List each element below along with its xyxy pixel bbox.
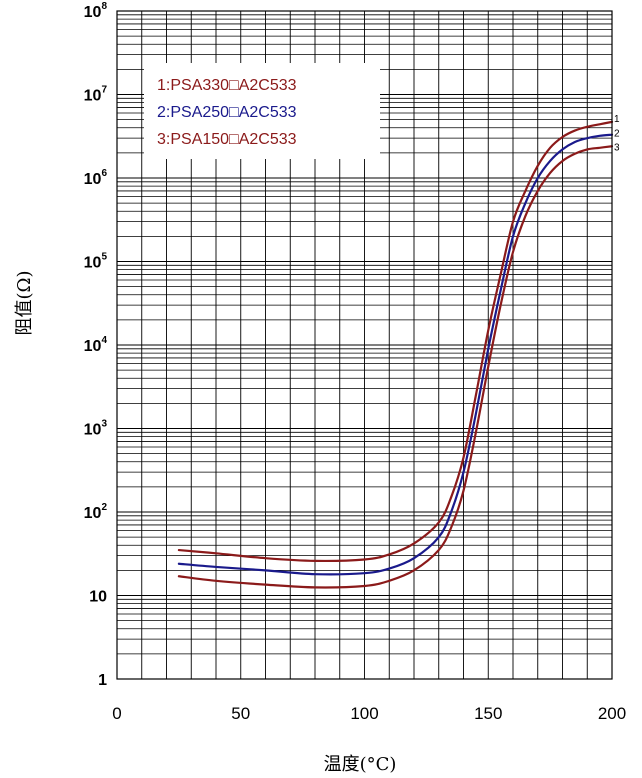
x-tick-label: 0 [112,704,121,723]
series-end-label-2: 2 [614,129,620,140]
y-tick-labels: 1 10 102 103 104 105 106 107 108 [84,1,108,689]
series-line-3 [177,145,614,589]
legend-entry-1: 1:PSA330□A2C533 [157,77,297,94]
y-tick-label: 107 [84,85,108,105]
y-axis-label: 阻值(Ω) [14,271,35,336]
x-tick-label: 100 [350,704,378,723]
legend-box [144,63,380,159]
y-tick-label: 10 [89,589,107,606]
x-axis-label: 温度(°C) [324,754,397,775]
series-end-label-3: 3 [614,142,620,153]
series-line-2 [177,133,614,576]
y-tick-label: 102 [84,502,108,522]
series-end-labels: 1 2 3 [614,114,620,153]
y-tick-label: 105 [84,252,108,272]
legend-entry-3: 3:PSA150□A2C533 [157,131,297,148]
x-tick-label: 50 [231,704,250,723]
series-curves [177,120,614,589]
series-line-1 [177,120,614,562]
x-tick-labels: 0 50 100 150 200 [112,704,626,723]
plot-frame [116,10,613,680]
y-tick-label: 104 [84,335,108,355]
x-tick-label: 200 [598,704,626,723]
y-tick-label: 106 [84,168,108,188]
legend-entry-2: 2:PSA250□A2C533 [157,104,297,121]
legend: 1:PSA330□A2C533 2:PSA250□A2C533 3:PSA150… [144,63,380,159]
y-tick-label: 103 [84,419,108,439]
y-tick-label: 1 [98,672,107,689]
series-end-label-1: 1 [614,114,620,125]
y-tick-label: 108 [84,1,108,21]
x-tick-label: 150 [474,704,502,723]
